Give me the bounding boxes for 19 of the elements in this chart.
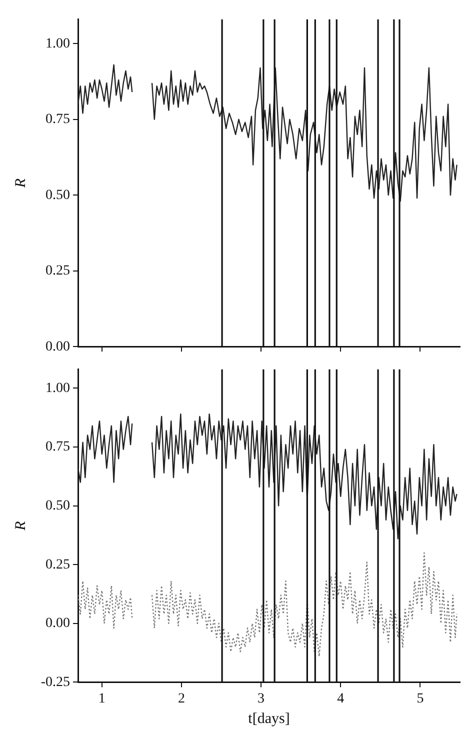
x-tick-label: 1 xyxy=(98,691,106,706)
y-tick-label: 0.25 xyxy=(46,264,70,279)
x-axis-title: t[days] xyxy=(248,710,290,727)
y-tick-label: 0.25 xyxy=(46,557,70,572)
y-axis-title: R xyxy=(12,521,29,532)
y-tick-label: 0.00 xyxy=(46,339,70,354)
y-axis-title: R xyxy=(12,178,29,189)
y-tick-label: 0.50 xyxy=(46,498,70,514)
y-tick-label: 1.00 xyxy=(46,36,70,52)
y-tick-label: 0.75 xyxy=(46,112,70,128)
y-tick-label: 1.00 xyxy=(46,380,70,396)
y-tick-label: 0.50 xyxy=(46,188,70,203)
x-tick-label: 2 xyxy=(178,691,185,706)
y-tick-label: 0.00 xyxy=(46,616,70,632)
x-tick-label: 3 xyxy=(258,691,265,706)
y-tick-label: 0.75 xyxy=(46,440,70,455)
x-tick-label: 4 xyxy=(337,691,344,706)
y-tick-label: -0.25 xyxy=(40,674,70,690)
x-tick-label: 5 xyxy=(416,691,424,706)
